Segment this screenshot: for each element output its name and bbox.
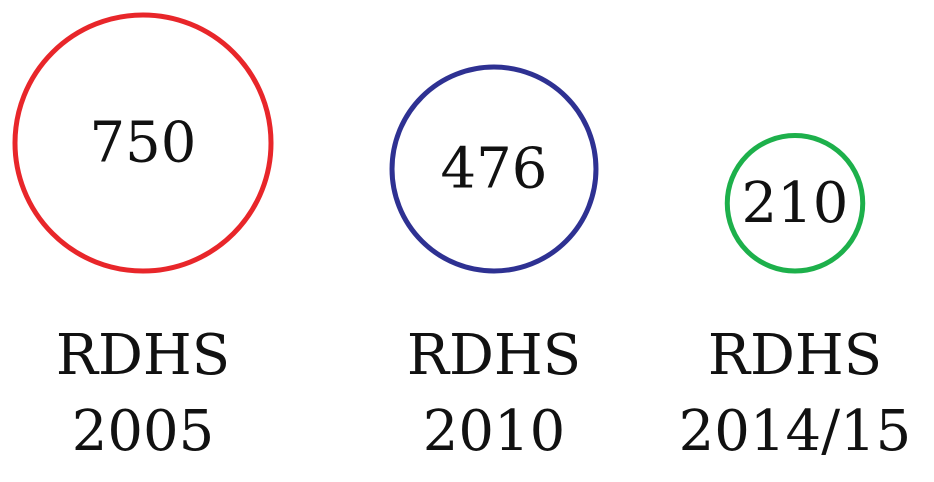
bubble [389, 64, 599, 274]
category-label: RDHS 2014/15 [678, 323, 912, 464]
value-label: 210 [742, 171, 849, 236]
value-label: 750 [90, 111, 197, 176]
value-label: 476 [441, 137, 548, 202]
bubble [724, 133, 866, 274]
category-label: RDHS 2010 [406, 323, 582, 464]
bubble [12, 12, 274, 274]
category-label: RDHS 2005 [55, 323, 231, 464]
